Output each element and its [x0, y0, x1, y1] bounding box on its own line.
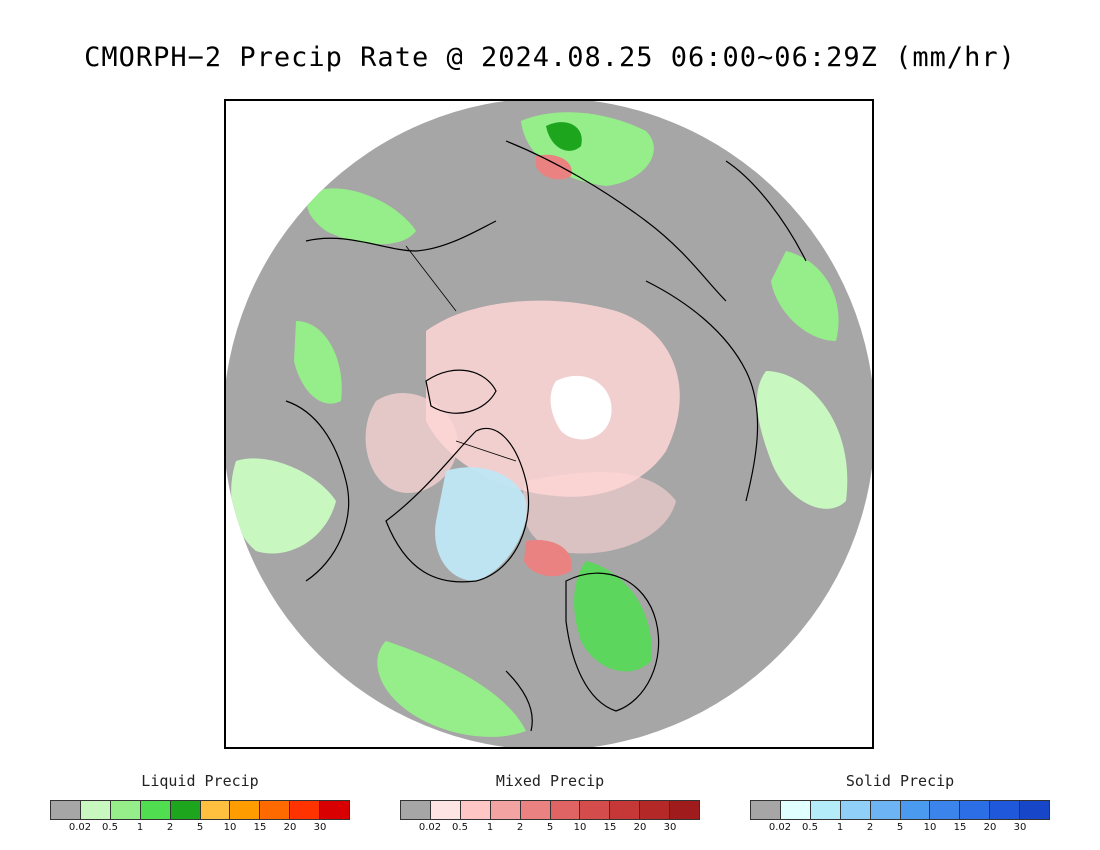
legend-swatch — [290, 801, 321, 819]
legend-swatch — [751, 801, 781, 819]
legend-swatch — [640, 801, 671, 819]
legend-swatch — [430, 801, 461, 819]
legend-colorbar — [400, 800, 700, 820]
liquid-precip-east-2 — [756, 371, 848, 509]
greenland-solid-precip — [435, 467, 527, 581]
legend-tick-label: 20 — [633, 822, 647, 833]
snow-area — [550, 375, 612, 440]
legend-swatch — [900, 801, 931, 819]
legend-swatch — [580, 801, 611, 819]
legend-swatch — [80, 801, 111, 819]
legend-tick-label: 5 — [896, 822, 904, 833]
legend-swatch — [930, 801, 961, 819]
map-title: CMORPH−2 Precip Rate @ 2024.08.25 06:00~… — [84, 42, 1016, 73]
arctic-mixed-precip-2 — [365, 392, 458, 493]
legend-tick-label: 2 — [866, 822, 874, 833]
legend-tick-label: 1 — [836, 822, 844, 833]
legend-swatch — [810, 801, 841, 819]
legend-mixed-precip: Mixed Precip 0.02 0.5 1 2 5 10 15 20 30 — [400, 772, 700, 836]
legend-tick-label: 20 — [283, 822, 297, 833]
arctic-mixed-precip-3 — [522, 472, 676, 554]
legend-swatch — [520, 801, 551, 819]
legend-tick-label: 0.5 — [102, 822, 118, 833]
legend-swatch — [870, 801, 901, 819]
legend-liquid-precip: Liquid Precip 0.02 0.5 1 2 5 10 15 20 30 — [50, 772, 350, 836]
legend-swatch — [140, 801, 171, 819]
legend-swatch — [460, 801, 491, 819]
legend-tick-label: 2 — [516, 822, 524, 833]
legend-tick-label: 1 — [136, 822, 144, 833]
liquid-precip-northwest — [307, 188, 416, 245]
legend-swatch — [51, 801, 81, 819]
legend-tick-label: 10 — [223, 822, 237, 833]
legend-swatch — [990, 801, 1021, 819]
legend-tick-label: 0.02 — [768, 822, 792, 833]
legend-tick-label: 0.5 — [452, 822, 468, 833]
liquid-precip-south — [377, 641, 526, 737]
legend-swatch — [320, 801, 350, 819]
legend-tick-label: 5 — [196, 822, 204, 833]
legend-tick-label: 0.02 — [418, 822, 442, 833]
legend-solid-precip: Solid Precip 0.02 0.5 1 2 5 10 15 20 30 — [750, 772, 1050, 836]
legend-swatch — [401, 801, 431, 819]
legend-swatch — [230, 801, 261, 819]
legend-swatch — [260, 801, 291, 819]
legend-tick-label: 30 — [1013, 822, 1027, 833]
legend-swatch — [110, 801, 141, 819]
legend-swatch — [780, 801, 811, 819]
legend-swatch — [840, 801, 871, 819]
legend-tick-label: 15 — [603, 822, 617, 833]
liquid-precip-north-heavy — [546, 122, 582, 151]
legend-title: Liquid Precip — [141, 772, 259, 790]
legend-swatch — [1020, 801, 1050, 819]
legend-swatch — [670, 801, 700, 819]
legend-ticks: 0.02 0.5 1 2 5 10 15 20 30 — [50, 822, 350, 836]
liquid-precip-scandinavia — [574, 561, 652, 672]
legend-swatch — [960, 801, 991, 819]
liquid-precip-west — [231, 458, 336, 554]
legend-tick-label: 15 — [953, 822, 967, 833]
legend-title: Solid Precip — [845, 772, 955, 790]
legend-tick-label: 30 — [663, 822, 677, 833]
legend-swatch — [610, 801, 641, 819]
legend-ticks: 0.02 0.5 1 2 5 10 15 20 30 — [750, 822, 1050, 836]
legend-colorbar — [750, 800, 1050, 820]
legend-swatch — [490, 801, 521, 819]
mixed-precip-norway-sea — [524, 540, 572, 577]
legend-colorbar — [50, 800, 350, 820]
map-canvas — [226, 101, 872, 747]
legend-tick-label: 1 — [486, 822, 494, 833]
legend-tick-label: 0.02 — [68, 822, 92, 833]
legend-tick-label: 5 — [546, 822, 554, 833]
legend-title: Mixed Precip — [495, 772, 605, 790]
legend-swatch — [550, 801, 581, 819]
liquid-precip-east — [771, 251, 839, 341]
coastlines — [285, 140, 807, 732]
legend-tick-label: 10 — [923, 822, 937, 833]
legend-tick-label: 2 — [166, 822, 174, 833]
legend-tick-label: 20 — [983, 822, 997, 833]
legend-ticks: 0.02 0.5 1 2 5 10 15 20 30 — [400, 822, 700, 836]
meridian-line — [455, 440, 517, 462]
legend-tick-label: 15 — [253, 822, 267, 833]
polar-precip-map — [224, 99, 874, 749]
legend-tick-label: 10 — [573, 822, 587, 833]
meridian-line — [405, 245, 457, 312]
mixed-precip-north — [536, 154, 572, 180]
legend-tick-label: 0.5 — [802, 822, 818, 833]
legend-swatch — [200, 801, 231, 819]
legend-swatch — [170, 801, 201, 819]
legend-tick-label: 30 — [313, 822, 327, 833]
liquid-precip-west-2 — [294, 321, 342, 404]
